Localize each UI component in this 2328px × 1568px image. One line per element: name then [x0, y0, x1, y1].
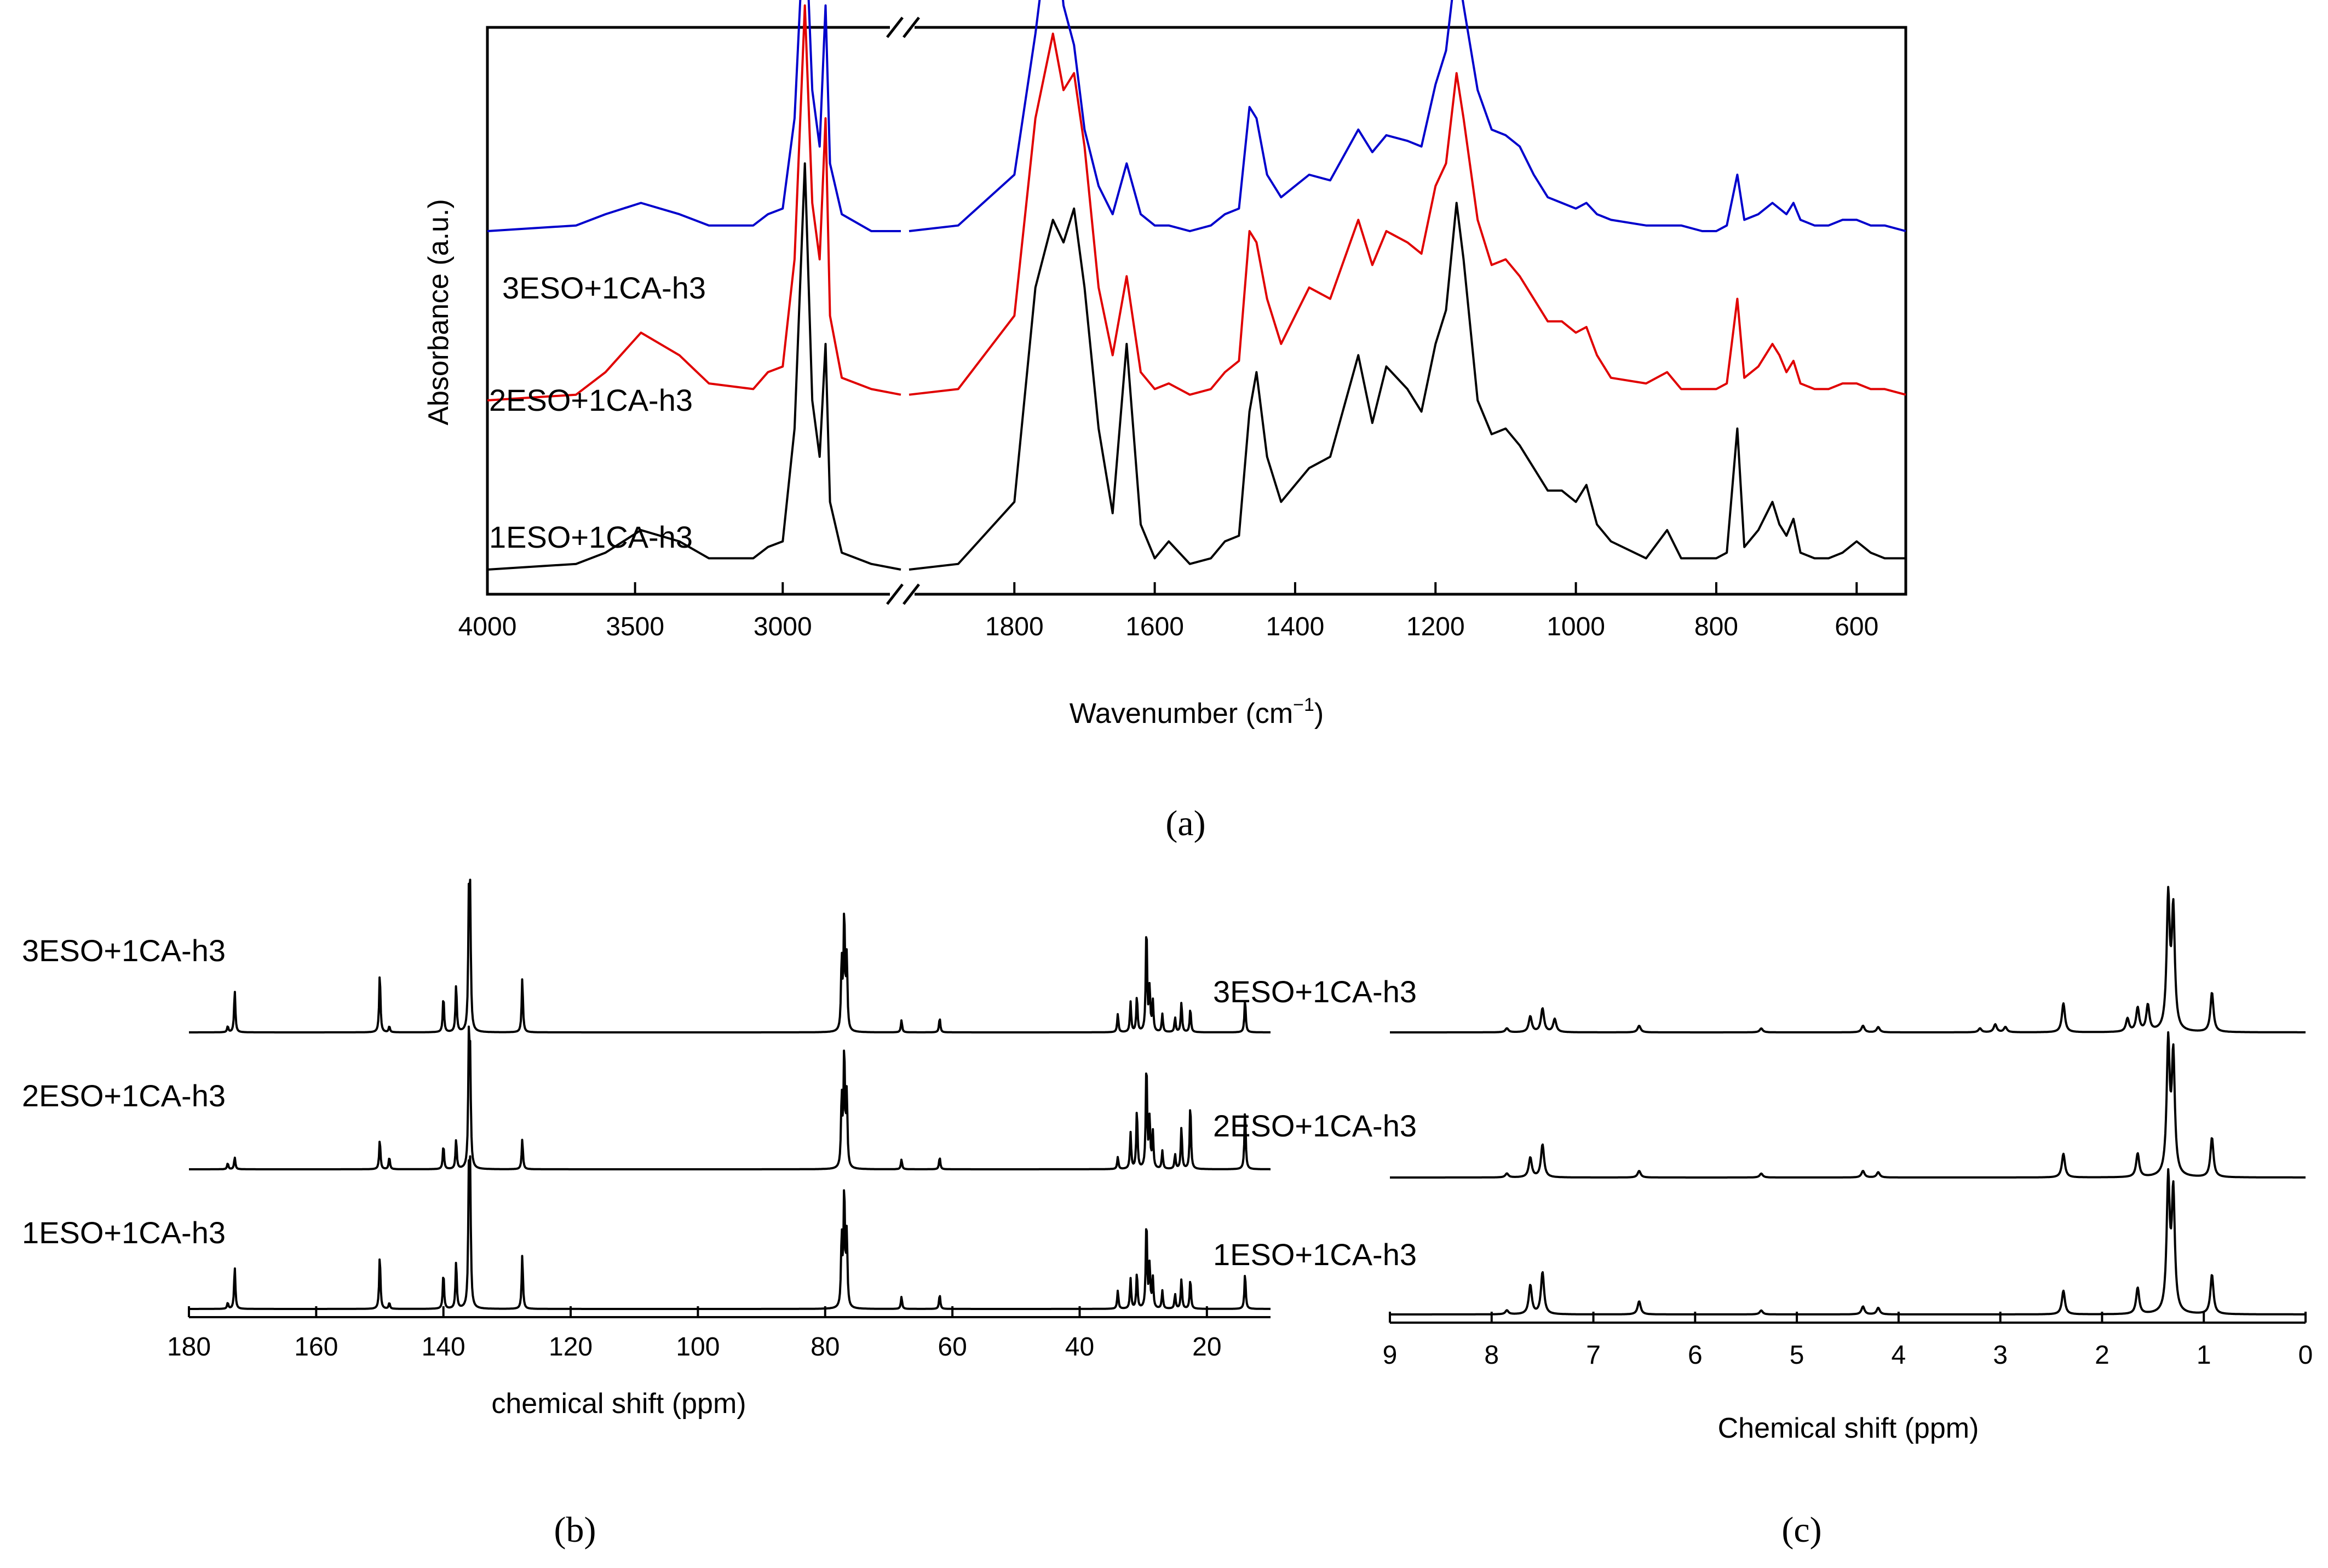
panel-b-13c-nmr: 180 160 140 120 100 80 60 40 20 chemical shift (… [22, 878, 1271, 1550]
panel-b-xtick-label: 120 [549, 1332, 593, 1362]
panel-b-spectra [188, 878, 1271, 1310]
panel-b-series-3eso-1ca-h3 [188, 878, 1271, 1033]
panel-c-spectra [1389, 886, 2306, 1316]
panel-b-xtick-label: 100 [676, 1332, 720, 1362]
panel-b-xlabel: chemical shift (ppm) [491, 1388, 746, 1420]
panel-a-xlabel-main: Wavenumber (cm [1070, 698, 1293, 730]
panel-a-xtick-label: 1600 [1125, 612, 1184, 641]
panel-c-xtick-label: 3 [1993, 1341, 2008, 1370]
panel-a-series-2eso-1ca-h3-right [909, 32, 1906, 396]
panel-a-series-2eso-1ca-h3-left [487, 4, 901, 401]
panel-b-ticks: 180 160 140 120 100 80 60 40 20 [167, 1306, 1222, 1362]
panel-a-xlabel-sup: −1 [1293, 694, 1314, 715]
panel-b-xtick-label: 80 [811, 1332, 840, 1362]
panel-a-xtick-label: 1400 [1266, 612, 1325, 641]
panel-b-xtick-label: 140 [422, 1332, 465, 1362]
panel-b-xtick-label: 40 [1065, 1332, 1094, 1362]
panel-a-series-label-3eso: 3ESO+1CA-h3 [502, 271, 706, 305]
panel-c-series-3eso-1ca-h3 [1389, 886, 2306, 1033]
panel-a-series-1eso-1ca-h3-right [909, 202, 1906, 571]
panel-b-xtick-label: 160 [294, 1332, 338, 1362]
panel-c-xtick-label: 8 [1484, 1341, 1499, 1370]
panel-b-label: (b) [554, 1510, 596, 1550]
panel-a-xtick-label: 800 [1694, 612, 1738, 641]
panel-c-xtick-label: 2 [2095, 1341, 2109, 1370]
panel-a-label: (a) [1165, 803, 1205, 843]
panel-b-xtick-label: 20 [1192, 1332, 1221, 1362]
panel-c-series-2eso-1ca-h3 [1389, 1031, 2306, 1179]
panel-c-series-label-2eso: 2ESO+1CA-h3 [1213, 1108, 1417, 1143]
panel-b-label-text: (b) [554, 1510, 596, 1550]
panel-c-xtick-label: 0 [2298, 1341, 2313, 1370]
panel-a-ticks: 4000 3500 3000 1800 1600 1400 1200 1000 800 600 [458, 582, 1878, 641]
panel-c-label: (c) [1781, 1510, 1821, 1550]
panel-b-xtick-label: 180 [167, 1332, 211, 1362]
panel-a-xtick-label: 3500 [606, 612, 664, 641]
panel-a-series-label-2eso: 2ESO+1CA-h3 [489, 383, 693, 417]
panel-c-xtick-label: 7 [1586, 1341, 1601, 1370]
panel-a-series-3eso-1ca-h3-left [487, 0, 901, 232]
panel-b-series-label-1eso: 1ESO+1CA-h3 [22, 1215, 226, 1250]
panel-c-xtick-label: 4 [1892, 1341, 1906, 1370]
panel-a-xtick-label: 1200 [1406, 612, 1465, 641]
panel-a-xtick-label: 3000 [754, 612, 812, 641]
panel-c-xtick-label: 1 [2197, 1341, 2211, 1370]
panel-c-1h-nmr: 9 8 7 6 5 4 3 2 1 0 Chemical shift (ppm) 3ESO+1CA… [1213, 886, 2313, 1550]
panel-a-label-text: (a) [1165, 803, 1205, 843]
panel-c-xtick-label: 5 [1790, 1341, 1804, 1370]
panel-a-xtick-label: 1000 [1547, 612, 1605, 641]
panel-a-xtick-label: 1800 [985, 612, 1044, 641]
panel-a-xtick-label: 600 [1835, 612, 1878, 641]
panel-b-series-label-2eso: 2ESO+1CA-h3 [22, 1078, 226, 1113]
axis-break-mark [903, 16, 920, 38]
panel-a-ftir: 4000 3500 3000 1800 1600 1400 1200 1000 800 600 A… [423, 0, 1907, 843]
panel-c-xtick-label: 6 [1688, 1341, 1703, 1370]
panel-a-series-label-1eso: 1ESO+1CA-h3 [489, 520, 693, 554]
panel-c-xtick-label: 9 [1383, 1341, 1398, 1370]
axis-break-mark [903, 583, 920, 605]
panel-a-frame [486, 26, 1907, 596]
panel-c-series-label-1eso: 1ESO+1CA-h3 [1213, 1237, 1417, 1272]
panel-b-xtick-label: 60 [938, 1332, 967, 1362]
panel-b-series-2eso-1ca-h3 [188, 1025, 1271, 1170]
panel-a-series-1eso-1ca-h3-left [487, 162, 901, 571]
panel-a-series-3eso-1ca-h3-right [909, 0, 1906, 232]
panel-c-ticks: 9 8 7 6 5 4 3 2 1 0 [1383, 1312, 2313, 1370]
panel-c-series-label-3eso: 3ESO+1CA-h3 [1213, 974, 1417, 1009]
panel-a-xlabel: Wavenumber (cm−1) [1070, 694, 1324, 730]
panel-a-ylabel: Absorbance (a.u.) [423, 199, 455, 425]
axis-break-mark [886, 583, 904, 605]
panel-c-series-1eso-1ca-h3 [1389, 1168, 2306, 1316]
panel-a-spectra [487, 0, 1906, 571]
panel-a-xlabel-end: ) [1314, 698, 1324, 730]
panel-c-xlabel: Chemical shift (ppm) [1718, 1412, 1979, 1444]
axis-break-mark [886, 16, 904, 38]
panel-b-series-label-3eso: 3ESO+1CA-h3 [22, 933, 226, 968]
panel-b-series-1eso-1ca-h3 [188, 1155, 1271, 1310]
panel-c-label-text: (c) [1781, 1510, 1821, 1550]
panel-a-xtick-label: 4000 [458, 612, 517, 641]
